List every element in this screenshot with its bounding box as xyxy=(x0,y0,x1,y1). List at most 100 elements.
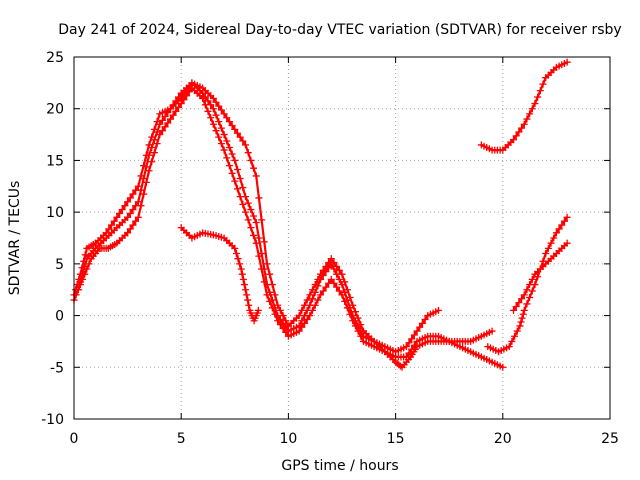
data-point xyxy=(153,128,161,136)
data-point xyxy=(245,301,253,309)
data-point xyxy=(126,209,134,217)
data-point xyxy=(250,231,258,239)
data-point xyxy=(223,137,231,145)
data-point xyxy=(166,115,174,123)
data-point xyxy=(282,317,290,325)
data-point xyxy=(330,259,338,267)
data-point xyxy=(513,327,521,335)
data-point xyxy=(298,306,306,314)
data-point xyxy=(164,109,172,117)
data-point xyxy=(516,322,524,330)
data-point xyxy=(242,286,250,294)
data-point xyxy=(349,317,357,325)
data-point xyxy=(129,190,137,198)
data-point xyxy=(148,144,156,151)
data-point xyxy=(314,296,322,304)
data-point xyxy=(81,262,89,270)
data-point xyxy=(255,252,263,260)
data-point xyxy=(228,150,236,158)
data-point xyxy=(231,177,239,185)
plot-frame xyxy=(73,56,611,420)
data-point xyxy=(402,353,410,361)
data-point xyxy=(240,281,248,289)
data-point xyxy=(528,287,536,295)
data-point xyxy=(244,296,252,304)
data-point xyxy=(520,291,528,299)
data-point xyxy=(108,221,116,229)
data-point xyxy=(547,239,555,247)
data-point xyxy=(124,213,132,221)
data-point xyxy=(239,275,247,283)
data-point xyxy=(164,119,172,127)
data-point xyxy=(242,141,250,149)
x-axis-label: GPS time / hours xyxy=(281,458,398,474)
data-point xyxy=(79,270,87,278)
data-point xyxy=(276,306,284,314)
data-point xyxy=(153,140,161,148)
data-point xyxy=(74,286,82,294)
data-point xyxy=(228,169,236,177)
data-point xyxy=(405,349,413,357)
data-point xyxy=(225,162,233,170)
data-point xyxy=(236,193,244,201)
data-point xyxy=(217,106,225,114)
data-point xyxy=(317,291,325,299)
data-point xyxy=(303,296,311,304)
data-point xyxy=(142,178,150,186)
data-point xyxy=(255,194,263,202)
data-point xyxy=(217,124,225,132)
data-point xyxy=(239,200,247,208)
data-point xyxy=(212,127,220,135)
data-point xyxy=(220,110,228,118)
x-tick-label: 10 xyxy=(279,431,297,447)
data-point xyxy=(349,301,357,309)
data-point xyxy=(118,206,126,214)
data-point xyxy=(225,118,233,126)
data-point xyxy=(518,124,526,132)
data-point xyxy=(335,266,343,274)
data-point xyxy=(335,287,343,295)
data-point xyxy=(512,303,520,311)
data-point xyxy=(199,94,207,102)
data-point xyxy=(150,149,158,157)
data-point xyxy=(531,100,539,108)
data-point xyxy=(266,297,274,305)
data-point xyxy=(231,156,239,164)
data-point xyxy=(223,114,231,122)
data-point xyxy=(126,225,134,233)
x-tick-label: 15 xyxy=(387,431,405,447)
y-tick-label: 20 xyxy=(46,102,64,118)
data-point xyxy=(255,234,263,242)
tick-labels: 0 5 10 15 20 25 -10 -5 0 5 10 15 20 25 xyxy=(41,50,619,447)
data-point xyxy=(145,151,153,159)
series-track-late-high xyxy=(477,58,571,154)
series-track-mid xyxy=(177,224,262,325)
x-tick-label: 5 xyxy=(177,431,186,447)
data-point xyxy=(132,202,140,210)
data-point xyxy=(252,172,260,180)
data-point xyxy=(268,281,276,289)
data-point xyxy=(233,165,241,173)
data-point xyxy=(276,321,284,329)
data-point xyxy=(172,107,180,115)
data-point xyxy=(526,293,534,301)
data-point xyxy=(341,297,349,305)
series-line xyxy=(180,226,260,322)
data-point xyxy=(271,310,279,318)
data-point xyxy=(228,122,236,130)
data-point xyxy=(519,310,527,318)
data-point xyxy=(295,312,303,320)
data-point xyxy=(244,199,252,207)
data-point xyxy=(405,339,413,347)
grid xyxy=(74,57,610,419)
data-point xyxy=(311,281,319,289)
data-point xyxy=(268,304,276,312)
data-point xyxy=(333,283,341,291)
data-point xyxy=(110,217,118,225)
data-point xyxy=(322,283,330,291)
data-point xyxy=(231,244,239,252)
data-point xyxy=(396,362,404,370)
data-point xyxy=(526,110,534,118)
data-point xyxy=(408,345,416,353)
data-point xyxy=(215,118,223,126)
